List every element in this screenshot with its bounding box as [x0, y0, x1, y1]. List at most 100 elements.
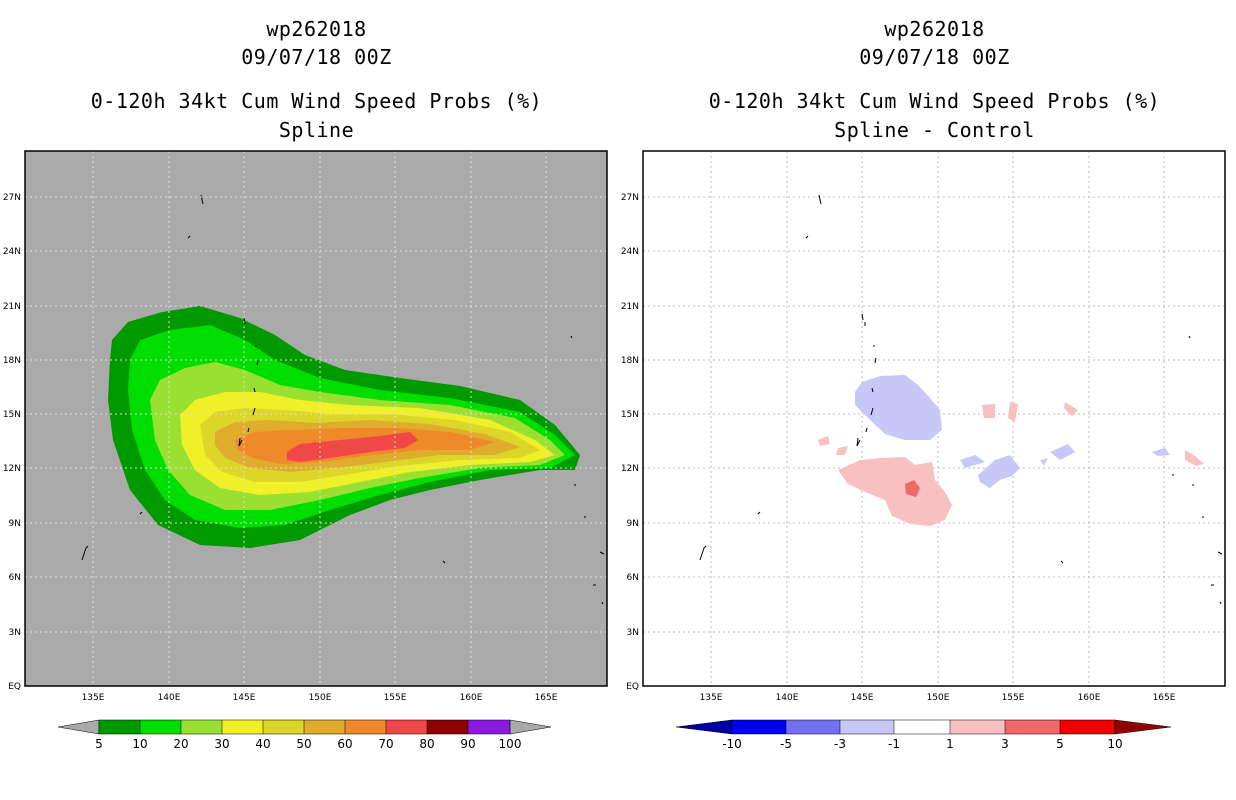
left-title-storm-id: wp262018 — [266, 17, 367, 41]
lon-label: 155E — [384, 693, 407, 703]
left-title-date: 09/07/18 00Z — [241, 45, 392, 69]
lat-label: 21N — [3, 302, 21, 312]
colorbar-label: 40 — [255, 737, 270, 751]
diff-positive-area — [1064, 402, 1078, 416]
lat-label: 27N — [3, 193, 21, 203]
lat-label: 9N — [627, 519, 639, 529]
right-map: 27N 24N 21N 18N 15N 12N 9N 6N 3N EQ 1 3 5 E… — [621, 150, 1226, 751]
colorbar-swatch — [786, 720, 840, 734]
lat-label: 24N — [3, 247, 21, 257]
colorbar-label: 20 — [173, 737, 188, 751]
diff-negative-area — [1040, 458, 1048, 466]
lon-label: 150E — [927, 693, 950, 703]
diff-positive-area — [838, 457, 952, 526]
colorbar-label: 60 — [337, 737, 352, 751]
left-title-product: 0-120h 34kt Cum Wind Speed Probs (%) — [90, 89, 543, 113]
colorbar-swatch — [345, 720, 386, 734]
colorbar-under-arrow — [675, 719, 733, 735]
diff-positive-area — [818, 436, 830, 446]
colorbar-label: 5 — [95, 737, 103, 751]
colorbar-label: 30 — [214, 737, 229, 751]
lat-label: 6N — [9, 573, 21, 583]
lat-label: 12N — [621, 464, 639, 474]
lat-label: 6N — [627, 573, 639, 583]
lat-label: 18N — [621, 356, 639, 366]
colorbar-swatch — [1060, 720, 1115, 734]
lon-label: 140E — [776, 693, 799, 703]
right-title-method: Spline - Control — [834, 118, 1035, 142]
lon-label: 145E — [851, 693, 874, 703]
diff-positive-area — [1008, 402, 1018, 422]
right-difference-shading — [818, 375, 1204, 526]
lat-label: 27N — [621, 193, 639, 203]
colorbar-label: 80 — [419, 737, 434, 751]
colorbar-swatch — [894, 720, 950, 734]
colorbar-swatch — [140, 720, 181, 734]
lat-label: 15N — [3, 410, 21, 420]
right-lat-labels: 27N 24N 21N 18N 15N 12N 9N 6N 3N EQ — [621, 193, 639, 692]
lon-label: 145E — [233, 693, 256, 703]
prob-contour-70 — [287, 432, 418, 462]
colorbar-swatch — [386, 720, 427, 734]
left-lon-labels: 135E 140E 145E 150E 155E 160E 165E — [82, 693, 558, 703]
lat-label: EQ — [8, 682, 21, 692]
diff-positive-area — [982, 404, 995, 418]
diff-positive-area — [836, 446, 848, 455]
colorbar-label: 10 — [1107, 737, 1122, 751]
colorbar-swatch — [468, 720, 510, 734]
left-map-frame — [24, 150, 608, 687]
lon-label: 140E — [158, 693, 181, 703]
colorbar-label: 10 — [132, 737, 147, 751]
left-lat-labels: 27N 24N 21N 18N 15N 12N 9N 6N 3N EQ — [3, 193, 21, 692]
right-islands — [699, 194, 1223, 605]
lat-label: 3N — [627, 628, 639, 638]
diff-negative-area — [1152, 448, 1170, 456]
colorbar-label: 1 — [946, 737, 954, 751]
right-map-frame — [642, 150, 1226, 687]
colorbar-swatch — [222, 720, 263, 734]
diff-negative-area — [978, 455, 1020, 488]
lon-label: 165E — [1153, 693, 1176, 703]
diff-positive-area — [905, 480, 920, 497]
lon-label: 160E — [1078, 693, 1101, 703]
colorbar-swatch — [181, 720, 222, 734]
left-grid — [25, 151, 607, 686]
colorbar-swatch — [427, 720, 468, 734]
left-map: 27N 24N 21N 18N 15N 12N 9N 6N 3N EQ 135E… — [3, 150, 608, 751]
right-colorbar: -10 -5 -3 -1 1 3 5 10 — [675, 719, 1172, 751]
diff-negative-area — [960, 455, 985, 468]
right-grid — [643, 151, 1225, 686]
colorbar-over-arrow — [509, 719, 552, 735]
colorbar-swatch — [263, 720, 304, 734]
colorbar-swatch — [732, 720, 786, 734]
colorbar-label: -5 — [780, 737, 792, 751]
colorbar-label: -3 — [834, 737, 846, 751]
right-title-date: 09/07/18 00Z — [859, 45, 1010, 69]
lat-label: 21N — [621, 302, 639, 312]
colorbar-swatch — [304, 720, 345, 734]
colorbar-under-arrow — [57, 719, 100, 735]
lat-label: 3N — [9, 628, 21, 638]
left-title-method: Spline — [278, 118, 355, 142]
right-title-storm-id: wp262018 — [884, 17, 985, 41]
colorbar-label: 70 — [378, 737, 393, 751]
right-title-product: 0-120h 34kt Cum Wind Speed Probs (%) — [708, 89, 1161, 113]
lat-label: 18N — [3, 356, 21, 366]
lat-label: 24N — [621, 247, 639, 257]
left-colorbar: 5 10 20 30 40 50 60 70 80 90 100 — [57, 719, 552, 751]
lon-label: 150E — [309, 693, 332, 703]
lat-label: EQ — [626, 682, 639, 692]
colorbar-swatch — [1005, 720, 1060, 734]
colorbar-swatch — [840, 720, 894, 734]
colorbar-swatch — [950, 720, 1005, 734]
colorbar-over-arrow — [1114, 719, 1172, 735]
diff-negative-area — [855, 375, 942, 440]
colorbar-label: 5 — [1056, 737, 1064, 751]
lon-label: 135E — [82, 693, 105, 703]
diff-positive-area — [1185, 450, 1204, 466]
colorbar-swatch — [99, 720, 140, 734]
colorbar-label: 3 — [1001, 737, 1009, 751]
lon-label: 160E — [460, 693, 483, 703]
lon-label: 155E — [1002, 693, 1025, 703]
lat-label: 15N — [621, 410, 639, 420]
